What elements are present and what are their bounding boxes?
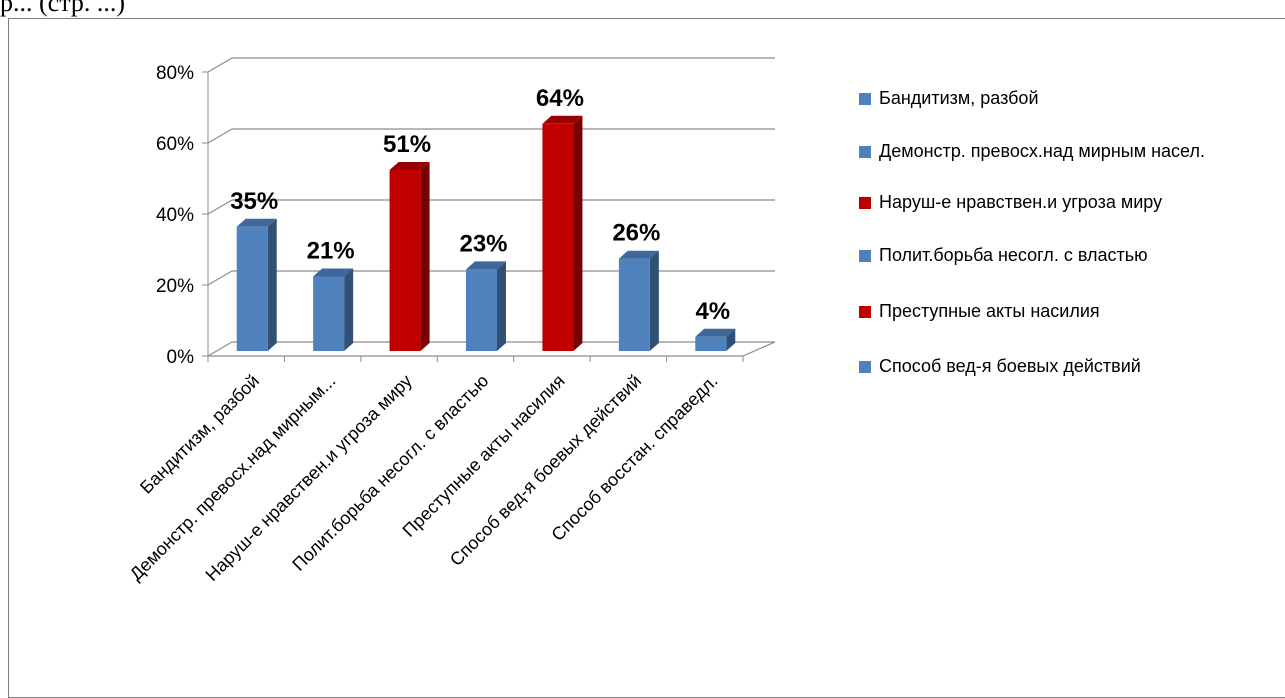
bar-top: [313, 268, 354, 277]
y-tick-label: 0%: [167, 347, 195, 368]
data-label: 51%: [383, 131, 431, 158]
bar-side: [497, 261, 506, 351]
y-tick-label: 40%: [156, 205, 194, 226]
bar: [389, 169, 421, 351]
bar-top: [618, 250, 659, 259]
bar-side: [726, 328, 736, 351]
page-caption: р... (стр. ...): [0, 0, 126, 17]
data-label: 23%: [459, 230, 507, 257]
legend-swatch: [859, 250, 871, 262]
bar-top: [695, 328, 736, 337]
legend-item: Наруш-е нравствен.и угроза миру: [857, 189, 1279, 216]
legend-item: Полит.борьба несогл. с властью: [857, 242, 1279, 269]
legend-label: Бандитизм, разбой: [879, 88, 1039, 108]
x-tick-label: Способ восстан. справедл.: [547, 371, 721, 545]
gridline-side: [207, 57, 233, 73]
bar-side: [420, 161, 430, 351]
gridline-side: [207, 128, 233, 144]
bar-top: [466, 261, 506, 270]
legend-item: Преступные акты насилия: [857, 298, 1279, 325]
legend-label: Наруш-е нравствен.и угроза миру: [879, 192, 1163, 212]
bar: [618, 258, 650, 351]
legend-item: Способ вед-я боевых действий: [857, 353, 1279, 380]
bar-side: [573, 115, 583, 351]
gridline-side: [207, 199, 233, 215]
data-label: 4%: [695, 298, 730, 325]
bar: [236, 226, 268, 351]
y-tick-label: 60%: [156, 134, 194, 155]
legend-swatch: [859, 93, 871, 105]
bar: [313, 276, 345, 351]
bar-top: [236, 218, 277, 227]
legend-swatch: [859, 197, 871, 209]
bar-top: [389, 161, 430, 170]
floor-right-edge: [742, 341, 776, 357]
y-tick-label: 20%: [156, 276, 194, 297]
legend-swatch: [859, 306, 871, 318]
legend-label: Способ вед-я боевых действий: [879, 356, 1141, 376]
bar-side: [267, 218, 277, 351]
legend-label: Полит.борьба несогл. с властью: [879, 245, 1148, 265]
bar-side: [649, 250, 659, 351]
data-label: 26%: [612, 220, 660, 247]
x-tick-label: Преступные акты насилия: [399, 371, 569, 541]
gridline-side: [207, 270, 233, 286]
gridline-side: [207, 341, 233, 357]
legend-label: Преступные акты насилия: [879, 301, 1100, 321]
y-tick-label: 80%: [156, 63, 194, 84]
legend-item: Бандитизм, разбой: [857, 85, 1279, 112]
data-label: 21%: [307, 237, 355, 264]
legend-swatch: [859, 361, 871, 373]
data-label: 64%: [536, 85, 584, 112]
legend-item: Демонстр. превосх.над мирным насел.: [857, 138, 1279, 165]
legend-label: Демонстр. превосх.над мирным насел.: [879, 141, 1205, 161]
bar: [542, 123, 574, 351]
bar-side: [344, 268, 354, 351]
bar: [695, 336, 727, 351]
legend-swatch: [859, 146, 871, 158]
bar-chart: 0%20%40%60%80%35%Бандитизм, разбой21%Дем…: [126, 57, 776, 585]
bar-top: [542, 115, 583, 124]
data-label: 35%: [230, 188, 278, 215]
bar: [466, 269, 497, 351]
